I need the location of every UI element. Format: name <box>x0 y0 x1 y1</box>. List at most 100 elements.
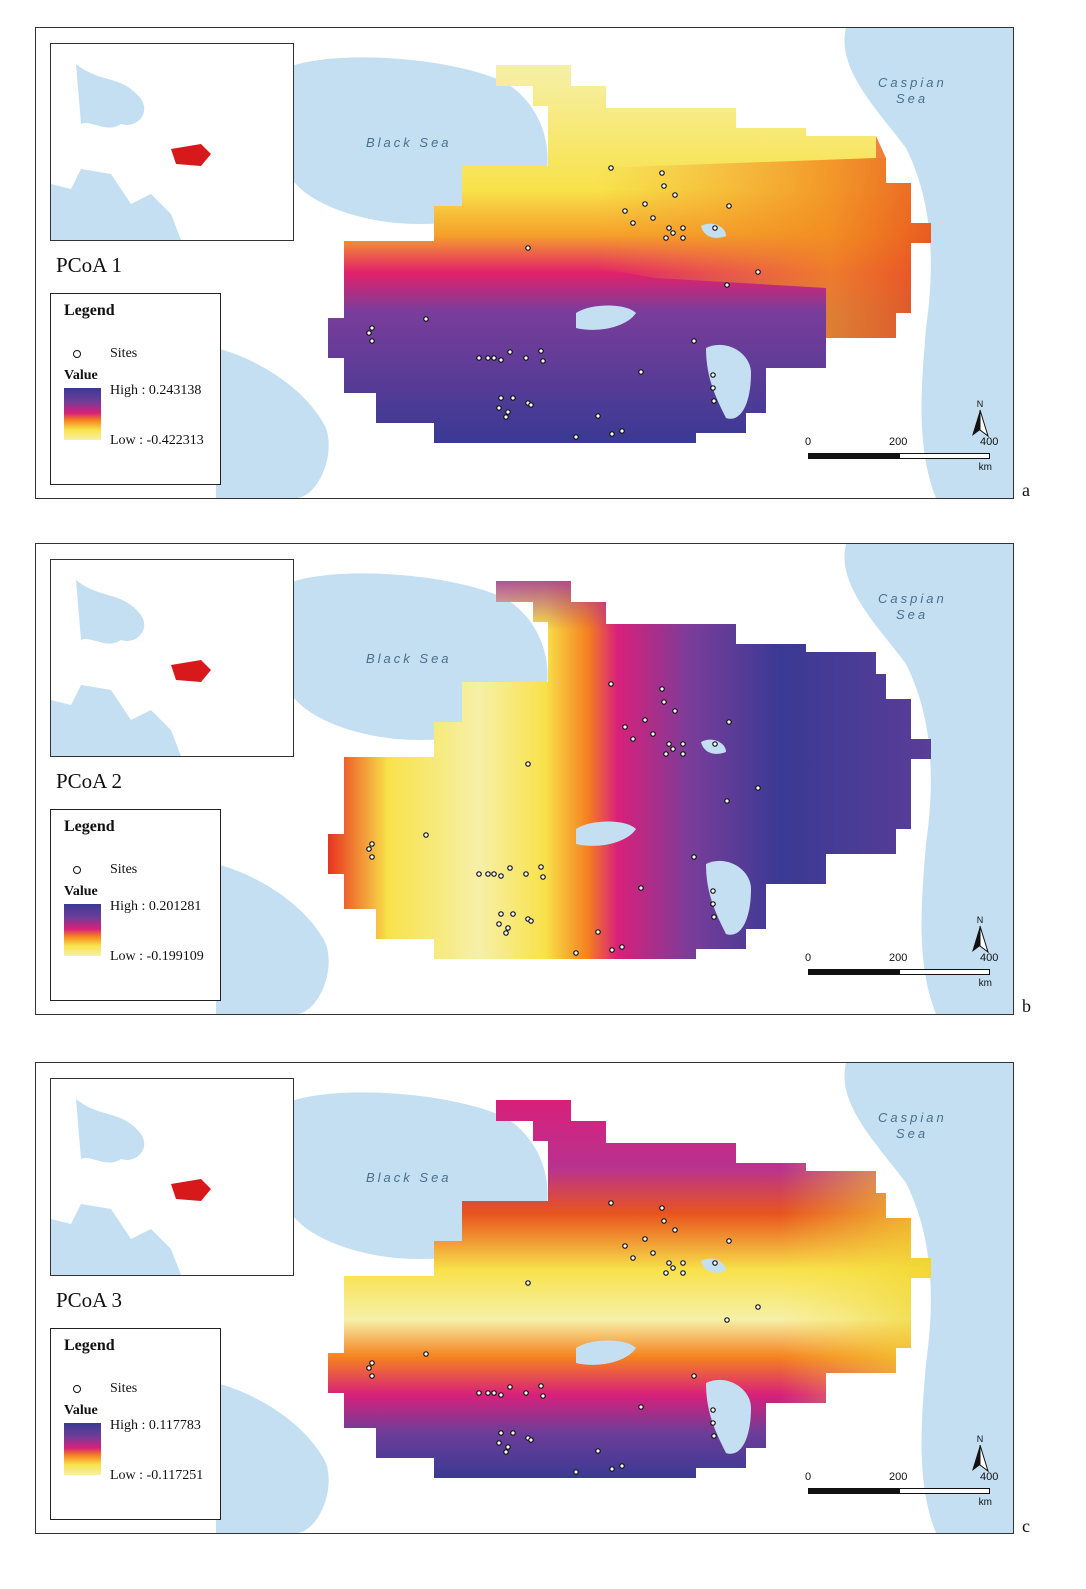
site-point <box>670 1265 676 1271</box>
scale-segment-black <box>808 453 899 459</box>
site-point <box>366 1365 372 1371</box>
site-point <box>498 911 504 917</box>
scale-tick-0: 0 <box>805 436 812 448</box>
site-point <box>691 854 697 860</box>
black-sea-label: Black Sea <box>366 1170 452 1185</box>
site-point <box>680 225 686 231</box>
north-arrow-icon: N <box>968 914 992 958</box>
site-points <box>366 165 761 440</box>
van-lake-small <box>701 223 726 238</box>
legend-value-label: Value <box>64 884 98 899</box>
site-point <box>423 1351 429 1357</box>
site-symbol-icon <box>73 350 81 358</box>
site-point <box>630 736 636 742</box>
site-point <box>503 1449 509 1455</box>
scale-bar: 0 200 400 km <box>805 1471 998 1511</box>
site-point <box>366 330 372 336</box>
site-point <box>710 1407 716 1413</box>
caspian-sea-label-1: Caspian <box>878 1110 947 1125</box>
site-point <box>672 1227 678 1233</box>
site-point <box>498 395 504 401</box>
site-point <box>505 925 511 931</box>
inset-svg <box>51 44 293 240</box>
scale-tick-0: 0 <box>805 952 812 964</box>
site-point <box>595 929 601 935</box>
site-point <box>366 846 372 852</box>
map-panel-c: Black Sea Caspian Sea PCoA 3 Legend Site… <box>35 1062 1014 1534</box>
site-point <box>659 686 665 692</box>
site-point <box>726 1238 732 1244</box>
legend-sites-label: Sites <box>110 1381 138 1396</box>
site-point <box>608 165 614 171</box>
site-point <box>710 372 716 378</box>
site-point <box>670 746 676 752</box>
site-point <box>369 854 375 860</box>
scale-tick-200: 200 <box>889 952 908 964</box>
site-point <box>619 1463 625 1469</box>
locator-inset-map <box>50 1078 294 1276</box>
site-point <box>663 1270 669 1276</box>
map-canvas: Black Sea Caspian Sea <box>36 1063 1013 1533</box>
mediterranean-sea <box>216 864 329 1014</box>
inset-land-north <box>76 580 145 644</box>
inset-land-north <box>76 1099 145 1163</box>
legend-high-value: High : 0.201281 <box>110 899 202 914</box>
site-point <box>650 215 656 221</box>
site-point <box>712 1260 718 1266</box>
site-point <box>595 1448 601 1454</box>
site-point <box>710 888 716 894</box>
legend-box: Legend Sites Value High : 0.117783 Low :… <box>50 1328 221 1520</box>
site-point <box>369 1360 375 1366</box>
svg-text:N: N <box>977 915 984 925</box>
site-point <box>691 1373 697 1379</box>
scale-unit: km <box>978 978 992 989</box>
site-point <box>540 358 546 364</box>
site-point <box>638 369 644 375</box>
site-point <box>680 741 686 747</box>
scale-tick-400: 400 <box>980 952 999 964</box>
caspian-sea-label-2: Sea <box>896 607 928 622</box>
site-point <box>726 203 732 209</box>
site-point <box>540 874 546 880</box>
interpolation-surface <box>328 581 931 959</box>
site-point <box>476 871 482 877</box>
site-point <box>369 338 375 344</box>
legend-value-label: Value <box>64 1403 98 1418</box>
inset-svg <box>51 1079 293 1275</box>
caspian-sea <box>844 544 1013 1014</box>
site-point <box>523 1390 529 1396</box>
site-point <box>573 950 579 956</box>
legend-box: Legend Sites Value High : 0.243138 Low :… <box>50 293 221 485</box>
site-point <box>496 1440 502 1446</box>
site-point <box>525 245 531 251</box>
sevan-lake <box>576 821 636 846</box>
panel-letter-a: a <box>1022 480 1030 500</box>
van-lake-small <box>701 1258 726 1273</box>
site-point <box>507 1384 513 1390</box>
site-point <box>666 225 672 231</box>
surface-east-shading <box>596 136 931 338</box>
scale-tick-0: 0 <box>805 1471 812 1483</box>
legend-title: Legend <box>64 302 115 319</box>
site-point <box>619 944 625 950</box>
site-point <box>666 741 672 747</box>
urmia-lake <box>706 344 751 419</box>
site-point <box>505 1444 511 1450</box>
legend-title: Legend <box>64 818 115 835</box>
van-lake-small <box>701 739 726 754</box>
site-point <box>661 699 667 705</box>
scale-segment-white <box>899 969 990 975</box>
caspian-sea <box>844 1063 1013 1533</box>
site-point <box>642 1236 648 1242</box>
site-point <box>680 235 686 241</box>
site-point <box>525 1280 531 1286</box>
site-point <box>712 225 718 231</box>
mediterranean-sea <box>216 348 329 498</box>
site-point <box>528 918 534 924</box>
scale-tick-400: 400 <box>980 1471 999 1483</box>
site-point <box>523 355 529 361</box>
scale-segment-white <box>899 453 990 459</box>
site-point <box>538 348 544 354</box>
site-point <box>712 741 718 747</box>
north-arrow-icon: N <box>968 1433 992 1477</box>
